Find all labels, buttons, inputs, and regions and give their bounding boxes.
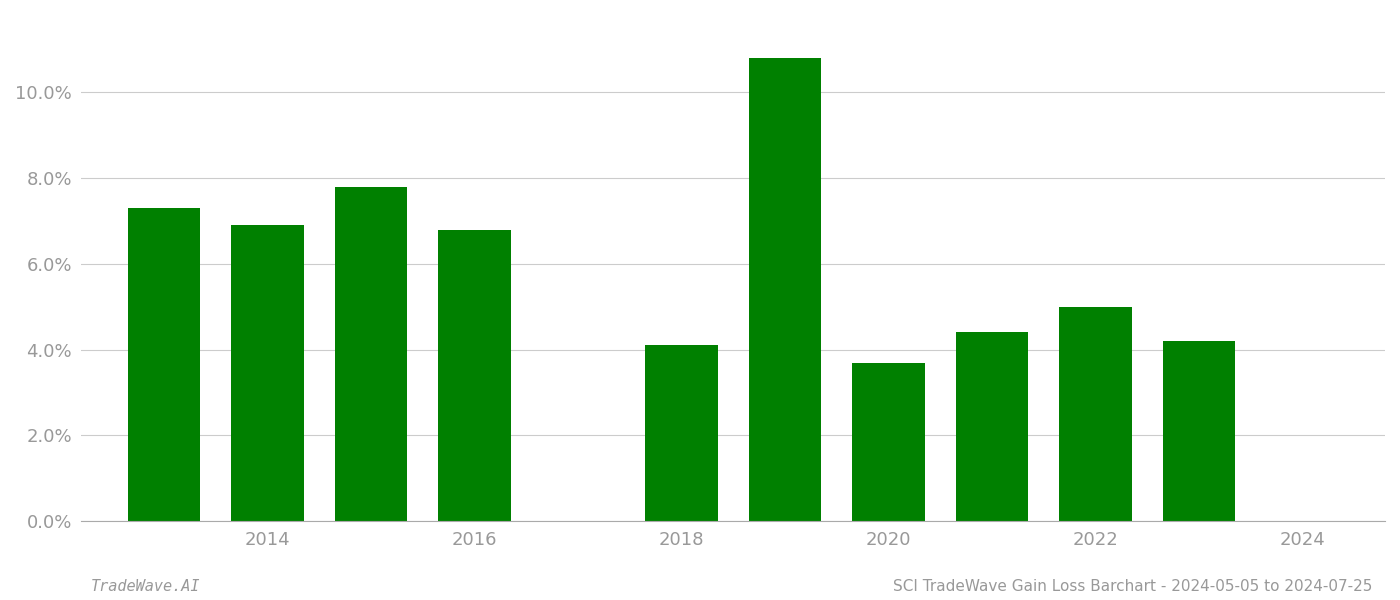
Bar [645, 346, 718, 521]
Bar [1162, 341, 1235, 521]
Bar [956, 332, 1028, 521]
Bar [335, 187, 407, 521]
Bar [1060, 307, 1131, 521]
Bar [749, 58, 822, 521]
Bar [438, 230, 511, 521]
Bar [853, 362, 924, 521]
Text: TradeWave.AI: TradeWave.AI [91, 579, 200, 594]
Bar [231, 225, 304, 521]
Bar [127, 208, 200, 521]
Text: SCI TradeWave Gain Loss Barchart - 2024-05-05 to 2024-07-25: SCI TradeWave Gain Loss Barchart - 2024-… [893, 579, 1372, 594]
